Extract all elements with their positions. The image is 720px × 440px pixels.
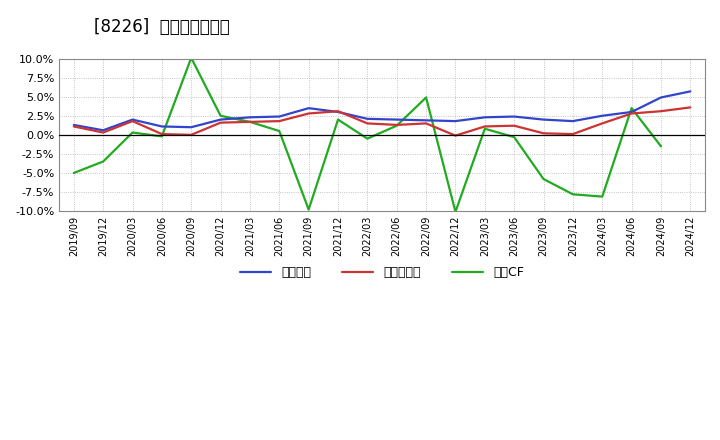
Text: [8226]  マージンの推移: [8226] マージンの推移 — [94, 18, 230, 36]
当期純利益 — [216, 120, 225, 125]
経常利益 — [480, 115, 489, 120]
当期純利益 — [657, 109, 665, 114]
当期純利益 — [305, 111, 313, 116]
経常利益 — [539, 117, 548, 122]
経常利益 — [569, 118, 577, 124]
経常利益 — [216, 117, 225, 122]
経常利益 — [275, 114, 284, 119]
当期純利益 — [128, 118, 137, 124]
経常利益 — [451, 118, 460, 124]
営業CF — [657, 143, 665, 149]
経常利益 — [363, 116, 372, 121]
営業CF — [598, 194, 606, 199]
営業CF — [627, 106, 636, 111]
営業CF — [69, 170, 78, 176]
営業CF — [422, 95, 431, 100]
当期純利益 — [246, 119, 254, 125]
営業CF — [392, 123, 401, 128]
当期純利益 — [187, 132, 196, 137]
経常利益 — [510, 114, 518, 119]
営業CF — [158, 134, 166, 139]
経常利益 — [246, 115, 254, 120]
経常利益 — [422, 118, 431, 123]
経常利益 — [305, 106, 313, 111]
当期純利益 — [333, 109, 342, 114]
当期純利益 — [69, 124, 78, 129]
当期純利益 — [158, 132, 166, 137]
当期純利益 — [598, 121, 606, 126]
営業CF — [275, 128, 284, 134]
営業CF — [128, 130, 137, 135]
営業CF — [187, 55, 196, 60]
当期純利益 — [451, 133, 460, 138]
経常利益 — [158, 124, 166, 129]
営業CF — [451, 209, 460, 214]
営業CF — [246, 119, 254, 125]
経常利益 — [627, 109, 636, 114]
営業CF — [363, 136, 372, 141]
Line: 経常利益: 経常利益 — [73, 92, 690, 130]
営業CF — [510, 135, 518, 140]
当期純利益 — [569, 132, 577, 137]
当期純利益 — [422, 121, 431, 126]
営業CF — [569, 192, 577, 197]
当期純利益 — [539, 131, 548, 136]
Legend: 経常利益, 当期純利益, 営業CF: 経常利益, 当期純利益, 営業CF — [235, 261, 529, 284]
経常利益 — [657, 95, 665, 100]
当期純利益 — [510, 123, 518, 128]
営業CF — [333, 117, 342, 122]
当期純利益 — [392, 122, 401, 128]
経常利益 — [187, 125, 196, 130]
営業CF — [480, 126, 489, 132]
営業CF — [99, 159, 107, 164]
当期純利益 — [686, 105, 695, 110]
経常利益 — [333, 109, 342, 114]
当期純利益 — [99, 130, 107, 135]
Line: 当期純利益: 当期純利益 — [73, 107, 690, 136]
経常利益 — [128, 117, 137, 122]
当期純利益 — [627, 111, 636, 116]
経常利益 — [69, 122, 78, 128]
経常利益 — [99, 128, 107, 133]
経常利益 — [392, 117, 401, 122]
当期純利益 — [363, 121, 372, 126]
当期純利益 — [275, 118, 284, 124]
当期純利益 — [480, 124, 489, 129]
営業CF — [216, 113, 225, 118]
Line: 営業CF: 営業CF — [73, 58, 661, 212]
経常利益 — [598, 113, 606, 118]
営業CF — [539, 176, 548, 182]
営業CF — [305, 207, 313, 212]
経常利益 — [686, 89, 695, 94]
